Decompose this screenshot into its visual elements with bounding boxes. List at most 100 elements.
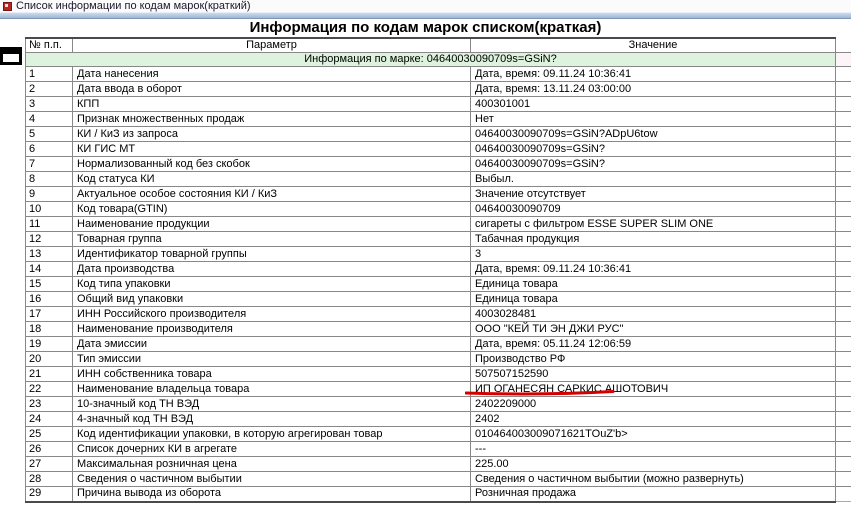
table-overflow-sliver — [835, 336, 851, 352]
row-param[interactable]: Дата эмиссии — [72, 336, 471, 352]
row-value[interactable]: Дата, время: 05.11.24 12:06:59 — [470, 336, 836, 352]
row-param[interactable]: Максимальная розничная цена — [72, 456, 471, 472]
table-row[interactable]: 7 Нормализованный код без скобок 0464003… — [25, 156, 851, 172]
row-value[interactable]: Дата, время: 13.11.24 03:00:00 — [470, 81, 836, 97]
row-value[interactable]: 04640030090709s=GSiN? — [470, 141, 836, 157]
row-value[interactable]: Дата, время: 09.11.24 10:36:41 — [470, 66, 836, 82]
table-overflow-sliver — [835, 126, 851, 142]
table-row[interactable]: 24 4-значный код ТН ВЭД 2402 — [25, 411, 851, 427]
group-header-row[interactable]: Информация по марке: 04640030090709s=GSi… — [25, 52, 851, 67]
table-row[interactable]: 11 Наименование продукции сигареты с фил… — [25, 216, 851, 232]
row-param[interactable]: Код статуса КИ — [72, 171, 471, 187]
table-row[interactable]: 8 Код статуса КИ Выбыл. — [25, 171, 851, 187]
table-row[interactable]: 4 Признак множественных продаж Нет — [25, 111, 851, 127]
table-row[interactable]: 6 КИ ГИС МТ 04640030090709s=GSiN? — [25, 141, 851, 157]
row-param[interactable]: Признак множественных продаж — [72, 111, 471, 127]
row-value[interactable]: Производство РФ — [470, 351, 836, 367]
table-overflow-sliver — [835, 111, 851, 127]
row-num: 6 — [25, 141, 73, 157]
row-value[interactable]: 507507152590 — [470, 366, 836, 382]
table-row[interactable]: 12 Товарная группа Табачная продукция — [25, 231, 851, 247]
row-value[interactable]: 400301001 — [470, 96, 836, 112]
table-row[interactable]: 19 Дата эмиссии Дата, время: 05.11.24 12… — [25, 336, 851, 352]
table-row[interactable]: 9 Актуальное особое состояния КИ / КиЗ З… — [25, 186, 851, 202]
table-row[interactable]: 17 ИНН Российского производителя 4003028… — [25, 306, 851, 322]
table-row[interactable]: 18 Наименование производителя ООО "КЕЙ Т… — [25, 321, 851, 337]
row-param[interactable]: Код идентификации упаковки, в которую аг… — [72, 426, 471, 442]
table-row[interactable]: 1 Дата нанесения Дата, время: 09.11.24 1… — [25, 66, 851, 82]
row-param[interactable]: Код типа упаковки — [72, 276, 471, 292]
row-param[interactable]: Дата производства — [72, 261, 471, 277]
row-value[interactable]: 04640030090709s=GSiN? — [470, 156, 836, 172]
row-value[interactable]: Значение отсутствует — [470, 186, 836, 202]
table-row[interactable]: 27 Максимальная розничная цена 225.00 — [25, 456, 851, 472]
row-param[interactable]: Актуальное особое состояния КИ / КиЗ — [72, 186, 471, 202]
row-num: 26 — [25, 441, 73, 457]
row-param[interactable]: Код товара(GTIN) — [72, 201, 471, 217]
row-value[interactable]: 2402209000 — [470, 396, 836, 412]
row-param[interactable]: Наименование производителя — [72, 321, 471, 337]
row-param[interactable]: Причина вывода из оборота — [72, 486, 471, 503]
table-row[interactable]: 5 КИ / КиЗ из запроса 04640030090709s=GS… — [25, 126, 851, 142]
row-param[interactable]: Сведения о частичном выбытии — [72, 471, 471, 487]
table-row[interactable]: 15 Код типа упаковки Единица товара — [25, 276, 851, 292]
window-tab[interactable]: Список информации по кодам марок(краткий… — [0, 0, 851, 12]
row-value[interactable]: Табачная продукция — [470, 231, 836, 247]
row-value[interactable]: 3 — [470, 246, 836, 262]
row-param[interactable]: 4-значный код ТН ВЭД — [72, 411, 471, 427]
table-row[interactable]: 14 Дата производства Дата, время: 09.11.… — [25, 261, 851, 277]
table-row[interactable]: 16 Общий вид упаковки Единица товара — [25, 291, 851, 307]
row-value[interactable]: Единица товара — [470, 276, 836, 292]
row-param[interactable]: Дата ввода в оборот — [72, 81, 471, 97]
row-value[interactable]: --- — [470, 441, 836, 457]
row-value[interactable]: Сведения о частичном выбытии (можно разв… — [470, 471, 836, 487]
table-overflow-sliver — [835, 456, 851, 472]
row-param[interactable]: Наименование продукции — [72, 216, 471, 232]
row-param[interactable]: КПП — [72, 96, 471, 112]
row-num: 2 — [25, 81, 73, 97]
row-param[interactable]: Список дочерних КИ в агрегате — [72, 441, 471, 457]
table-row[interactable]: 10 Код товара(GTIN) 04640030090709 — [25, 201, 851, 217]
row-value[interactable]: Выбыл. — [470, 171, 836, 187]
row-value[interactable]: 2402 — [470, 411, 836, 427]
row-value[interactable]: Нет — [470, 111, 836, 127]
row-param[interactable]: Товарная группа — [72, 231, 471, 247]
row-value[interactable]: Дата, время: 09.11.24 10:36:41 — [470, 261, 836, 277]
table-row[interactable]: 13 Идентификатор товарной группы 3 — [25, 246, 851, 262]
table-row[interactable]: 3 КПП 400301001 — [25, 96, 851, 112]
row-param[interactable]: 10-значный код ТН ВЭД — [72, 396, 471, 412]
row-value[interactable]: 04640030090709 — [470, 201, 836, 217]
row-param[interactable]: Нормализованный код без скобок — [72, 156, 471, 172]
table-row[interactable]: 22 Наименование владельца товара ИП ОГАН… — [25, 381, 851, 397]
table-row[interactable]: 2 Дата ввода в оборот Дата, время: 13.11… — [25, 81, 851, 97]
table-overflow-sliver — [835, 426, 851, 442]
row-param[interactable]: Общий вид упаковки — [72, 291, 471, 307]
table-row[interactable]: 25 Код идентификации упаковки, в которую… — [25, 426, 851, 442]
row-num: 17 — [25, 306, 73, 322]
group-header-label[interactable]: Информация по марке: 04640030090709s=GSi… — [25, 52, 836, 67]
row-param[interactable]: ИНН Российского производителя — [72, 306, 471, 322]
row-value[interactable]: ООО "КЕЙ ТИ ЭН ДЖИ РУС" — [470, 321, 836, 337]
row-value[interactable]: 225.00 — [470, 456, 836, 472]
table-row[interactable]: 29 Причина вывода из оборота Розничная п… — [25, 486, 851, 503]
table-row[interactable]: 23 10-значный код ТН ВЭД 2402209000 — [25, 396, 851, 412]
row-param[interactable]: КИ ГИС МТ — [72, 141, 471, 157]
row-param[interactable]: ИНН собственника товара — [72, 366, 471, 382]
table-row[interactable]: 26 Список дочерних КИ в агрегате --- — [25, 441, 851, 457]
report-icon — [3, 2, 12, 11]
row-param[interactable]: КИ / КиЗ из запроса — [72, 126, 471, 142]
row-value[interactable]: 04640030090709s=GSiN?ADpU6tow — [470, 126, 836, 142]
row-value[interactable]: 4003028481 — [470, 306, 836, 322]
table-row[interactable]: 20 Тип эмиссии Производство РФ — [25, 351, 851, 367]
row-param[interactable]: Идентификатор товарной группы — [72, 246, 471, 262]
row-param[interactable]: Тип эмиссии — [72, 351, 471, 367]
table-row[interactable]: 28 Сведения о частичном выбытии Сведения… — [25, 471, 851, 487]
row-value[interactable]: сигареты с фильтром ESSE SUPER SLIM ONE — [470, 216, 836, 232]
row-param[interactable]: Наименование владельца товара — [72, 381, 471, 397]
row-param[interactable]: Дата нанесения — [72, 66, 471, 82]
row-value[interactable]: ИП ОГАНЕСЯН САРКИС АШОТОВИЧ — [470, 381, 836, 397]
row-value[interactable]: Розничная продажа — [470, 486, 836, 503]
row-value[interactable]: Единица товара — [470, 291, 836, 307]
table-row[interactable]: 21 ИНН собственника товара 507507152590 — [25, 366, 851, 382]
row-value[interactable]: 010464003009071621TOuZ'b> — [470, 426, 836, 442]
